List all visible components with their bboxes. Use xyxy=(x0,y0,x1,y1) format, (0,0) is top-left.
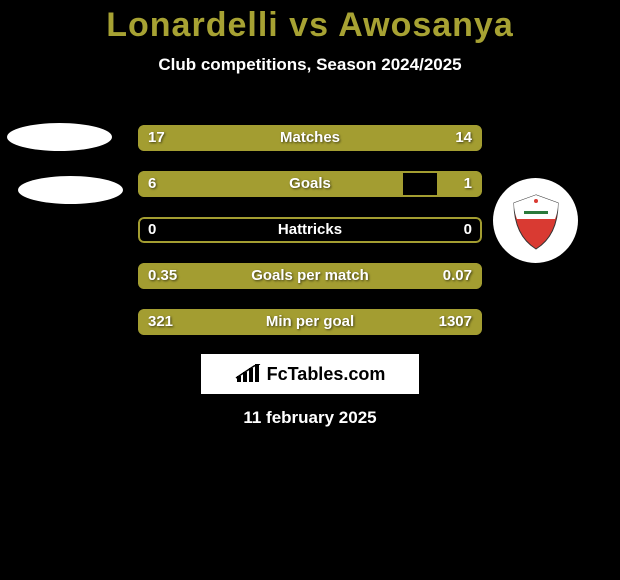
snapshot-date: 11 february 2025 xyxy=(0,408,620,428)
comparison-widget: Lonardelli vs Awosanya Club competitions… xyxy=(0,0,620,580)
balzan-fc-crest-icon xyxy=(504,189,568,253)
left-team-placeholder-2 xyxy=(18,176,123,204)
stats-bars: 1714Matches 61Goals 00Hattricks 0.350.07Goa… xyxy=(138,125,482,355)
title-player-right: Awosanya xyxy=(338,6,514,44)
brand-label: FcTables.com xyxy=(267,364,386,385)
left-team-placeholder-1 xyxy=(7,123,112,151)
stat-label: Matches xyxy=(138,125,482,151)
stat-row: 1714Matches xyxy=(138,125,482,151)
subtitle: Club competitions, Season 2024/2025 xyxy=(0,55,620,75)
stat-row: 61Goals xyxy=(138,171,482,197)
title-vs: vs xyxy=(289,6,329,44)
right-team-badge xyxy=(493,178,578,263)
stat-label: Min per goal xyxy=(138,309,482,335)
page-title: Lonardelli vs Awosanya xyxy=(0,0,620,45)
stat-row: 00Hattricks xyxy=(138,217,482,243)
stat-label: Goals per match xyxy=(138,263,482,289)
stat-row: 3211307Min per goal xyxy=(138,309,482,335)
title-player-left: Lonardelli xyxy=(106,6,278,44)
stat-label: Goals xyxy=(138,171,482,197)
stat-label: Hattricks xyxy=(138,217,482,243)
bar-chart-icon xyxy=(235,364,261,384)
brand-box[interactable]: FcTables.com xyxy=(201,354,419,394)
stat-row: 0.350.07Goals per match xyxy=(138,263,482,289)
